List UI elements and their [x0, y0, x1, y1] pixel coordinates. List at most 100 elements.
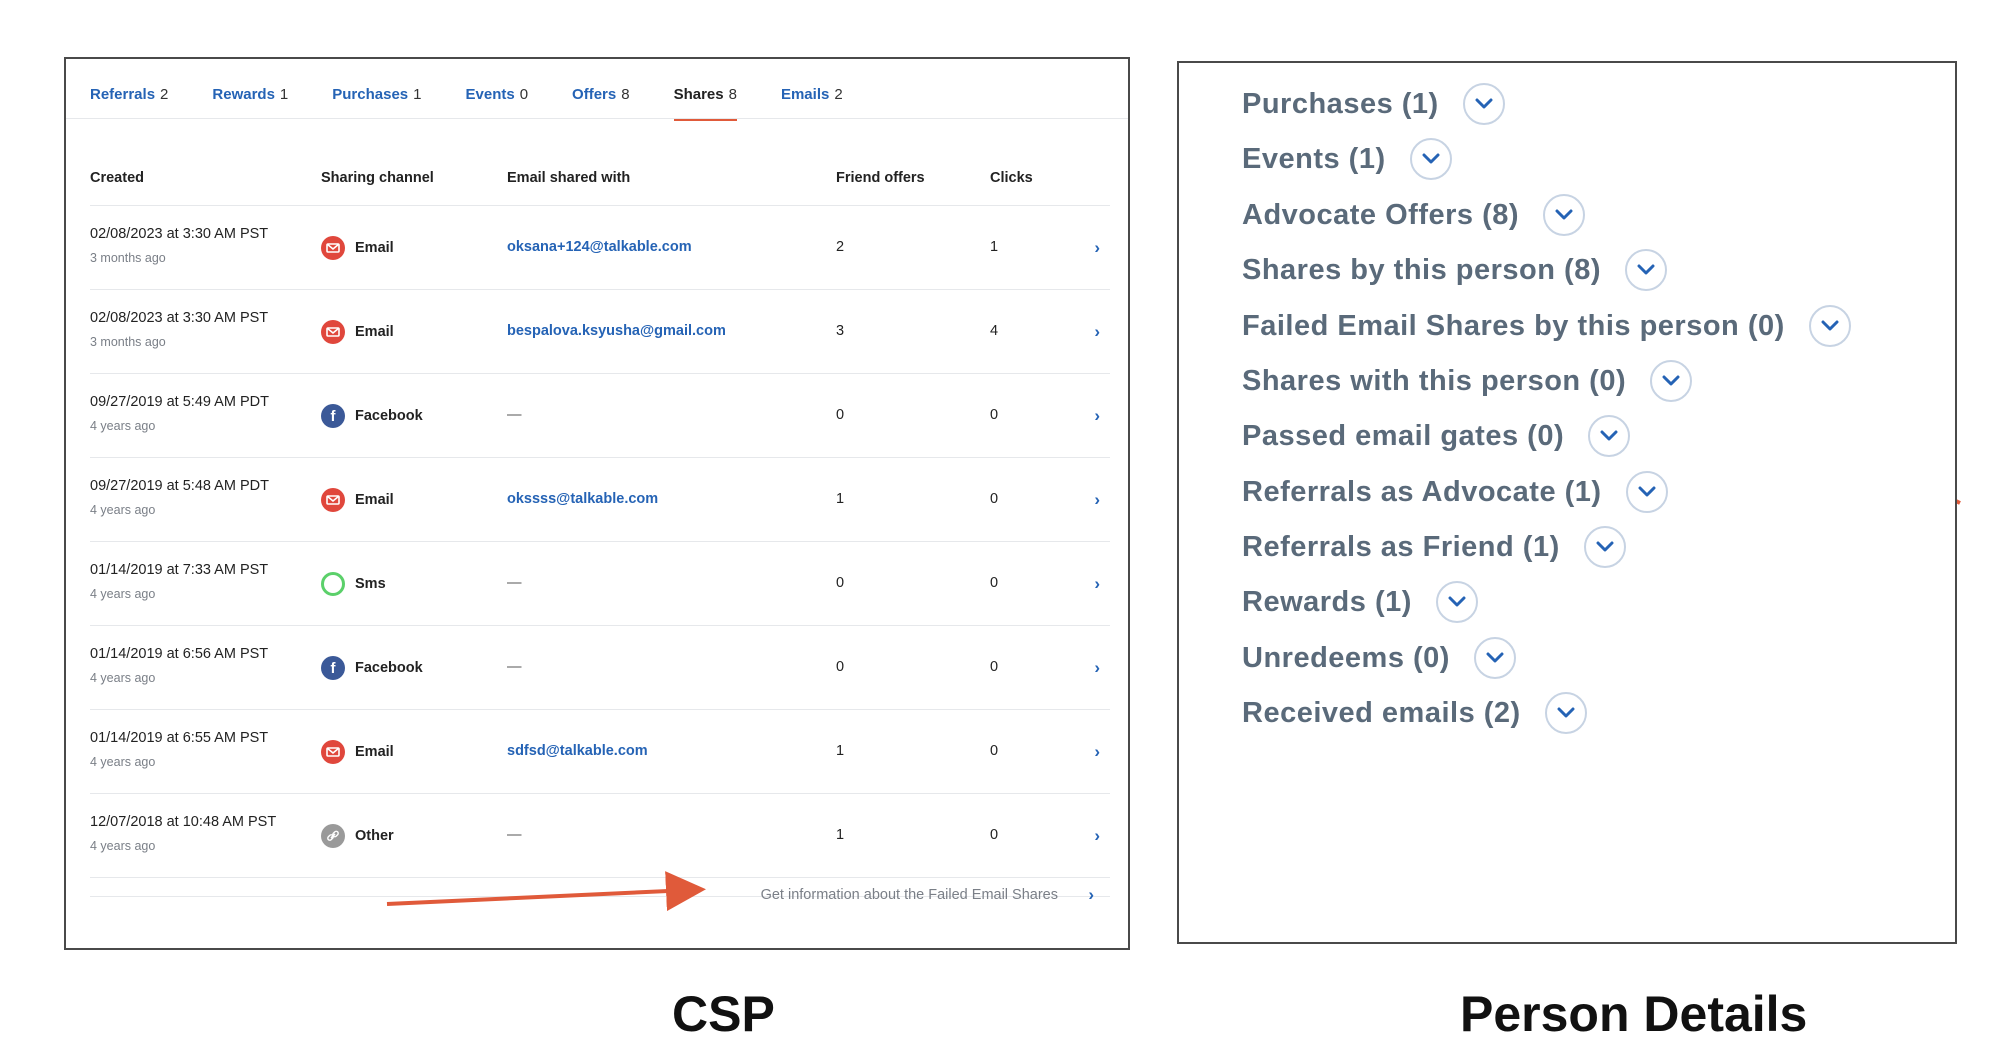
- email-icon: [321, 320, 345, 344]
- facebook-icon: f: [321, 404, 345, 428]
- tab-label: Emails: [780, 86, 830, 103]
- created-cell: 01/14/2019 at 6:55 AM PST 4 years ago: [90, 730, 268, 769]
- person-section-4[interactable]: Failed Email Shares by this person (0): [1242, 305, 1851, 347]
- column-header-email-shared-with: Email shared with: [507, 170, 631, 186]
- person-section-label: Unredeems (0): [1242, 641, 1450, 674]
- friend-offers-cell: 1: [836, 491, 845, 507]
- sharing-channel-cell: Email: [321, 488, 394, 512]
- person-section-11[interactable]: Received emails (2): [1242, 692, 1587, 734]
- column-header-clicks: Clicks: [990, 170, 1033, 186]
- chevron-down-icon[interactable]: [1588, 415, 1631, 457]
- sharing-channel-cell: Sms: [321, 572, 386, 596]
- created-cell: 12/07/2018 at 10:48 AM PST 4 years ago: [90, 814, 276, 853]
- chevron-down-icon[interactable]: [1409, 138, 1452, 180]
- chevron-down-icon[interactable]: [1583, 526, 1626, 568]
- channel-label: Email: [355, 324, 394, 340]
- person-section-8[interactable]: Referrals as Friend (1): [1242, 526, 1626, 568]
- chevron-down-icon[interactable]: [1435, 581, 1478, 623]
- created-date: 01/14/2019 at 7:33 AM PST: [90, 562, 269, 578]
- chevron-right-icon[interactable]: ›: [1088, 885, 1094, 904]
- table-row[interactable]: 02/08/2023 at 3:30 AM PST 3 months ago Ema…: [90, 290, 1110, 374]
- chevron-right-icon[interactable]: ›: [1094, 322, 1100, 341]
- tab-referrals[interactable]: Referrals 2: [90, 85, 168, 121]
- tab-events[interactable]: Events 0: [466, 85, 529, 121]
- friend-offers-cell: 2: [836, 239, 845, 255]
- person-section-5[interactable]: Shares with this person (0): [1242, 360, 1693, 402]
- email-shared-with-cell[interactable]: sdfsd@talkable.com: [507, 743, 648, 759]
- failed-email-shares-link[interactable]: Get information about the Failed Email S…: [760, 887, 1058, 903]
- clicks-cell: 1: [990, 239, 999, 255]
- chevron-down-icon[interactable]: [1473, 637, 1516, 679]
- chevron-down-icon[interactable]: [1543, 194, 1586, 236]
- person-section-6[interactable]: Passed email gates (0): [1242, 415, 1631, 457]
- email-shared-with-cell: —: [507, 575, 522, 591]
- table-row[interactable]: 02/08/2023 at 3:30 AM PST 3 months ago Ema…: [90, 206, 1110, 290]
- person-section-1[interactable]: Events (1): [1242, 138, 1452, 180]
- created-cell: 01/14/2019 at 7:33 AM PST 4 years ago: [90, 562, 268, 601]
- created-date: 09/27/2019 at 5:49 AM PDT: [90, 394, 269, 410]
- chevron-right-icon[interactable]: ›: [1094, 490, 1100, 509]
- sharing-channel-cell: Email: [321, 740, 394, 764]
- tab-offers[interactable]: Offers 8: [572, 85, 630, 121]
- created-relative: 3 months ago: [90, 251, 166, 265]
- tab-count: 2: [160, 86, 169, 103]
- sharing-channel-cell: f Facebook: [321, 404, 423, 428]
- table-row[interactable]: 01/14/2019 at 7:33 AM PST 4 years ago Sms —…: [90, 542, 1110, 626]
- chevron-down-icon[interactable]: [1625, 249, 1667, 291]
- chevron-right-icon[interactable]: ›: [1094, 406, 1100, 425]
- chevron-right-icon[interactable]: ›: [1094, 742, 1100, 761]
- chevron-right-icon[interactable]: ›: [1094, 238, 1100, 257]
- sharing-channel-cell: Other: [321, 824, 394, 848]
- person-section-2[interactable]: Advocate Offers (8): [1242, 194, 1586, 236]
- tab-divider: [66, 118, 1128, 119]
- tab-purchases[interactable]: Purchases 1: [332, 85, 421, 121]
- table-row[interactable]: 01/14/2019 at 6:55 AM PST 4 years ago Emai…: [90, 710, 1110, 794]
- person-section-label: Referrals as Friend (1): [1242, 530, 1560, 563]
- table-row[interactable]: 12/07/2018 at 10:48 AM PST 4 years ago Oth…: [90, 794, 1110, 878]
- person-section-10[interactable]: Unredeems (0): [1242, 637, 1516, 679]
- email-shared-with-cell[interactable]: oksana+124@talkable.com: [507, 239, 692, 255]
- email-shared-with-cell[interactable]: okssss@talkable.com: [507, 491, 659, 507]
- person-section-label: Advocate Offers (8): [1242, 198, 1520, 231]
- created-date: 01/14/2019 at 6:56 AM PST: [90, 646, 269, 662]
- table-row[interactable]: 09/27/2019 at 5:49 AM PDT 4 years ago f Fac…: [90, 374, 1110, 458]
- person-section-0[interactable]: Purchases (1): [1242, 83, 1505, 125]
- chevron-down-icon[interactable]: [1650, 360, 1693, 402]
- email-shared-with-cell: —: [507, 407, 522, 423]
- tab-count: 0: [519, 86, 529, 103]
- person-section-label: Received emails (2): [1242, 696, 1521, 729]
- email-icon: [321, 488, 345, 512]
- person-section-3[interactable]: Shares by this person (8): [1242, 249, 1667, 291]
- chevron-down-icon[interactable]: [1544, 692, 1587, 734]
- person-section-label: Events (1): [1242, 142, 1386, 175]
- table-row[interactable]: 01/14/2019 at 6:56 AM PST 4 years ago f Fac…: [90, 626, 1110, 710]
- tab-count: 8: [728, 86, 737, 103]
- chevron-right-icon[interactable]: ›: [1094, 574, 1100, 593]
- email-icon: [321, 236, 345, 260]
- person-section-label: Passed email gates (0): [1242, 419, 1565, 452]
- chevron-down-icon[interactable]: [1462, 83, 1505, 125]
- chevron-right-icon[interactable]: ›: [1094, 658, 1100, 677]
- tab-label: Purchases: [332, 86, 409, 103]
- caption-person-details: Person Details: [1460, 986, 1808, 1042]
- created-cell: 02/08/2023 at 3:30 AM PST 3 months ago: [90, 226, 268, 265]
- person-section-9[interactable]: Rewards (1): [1242, 581, 1478, 623]
- tab-emails[interactable]: Emails 2: [781, 85, 843, 121]
- sharing-channel-cell: f Facebook: [321, 656, 423, 680]
- chevron-down-icon[interactable]: [1808, 305, 1851, 347]
- chevron-down-icon[interactable]: [1625, 471, 1668, 513]
- channel-label: Facebook: [355, 408, 423, 424]
- tab-count: 2: [834, 86, 843, 103]
- channel-label: Facebook: [355, 660, 423, 676]
- chevron-right-icon[interactable]: ›: [1094, 826, 1100, 845]
- person-section-label: Purchases (1): [1242, 87, 1439, 120]
- email-shared-with-cell: —: [507, 827, 522, 843]
- email-shared-with-cell: —: [507, 659, 522, 675]
- table-row[interactable]: 09/27/2019 at 5:48 AM PDT 4 years ago Emai…: [90, 458, 1110, 542]
- person-section-7[interactable]: Referrals as Advocate (1): [1242, 471, 1668, 513]
- tab-rewards[interactable]: Rewards 1: [212, 85, 288, 121]
- email-shared-with-cell[interactable]: bespalova.ksyusha@gmail.com: [507, 323, 726, 339]
- tab-shares[interactable]: Shares 8: [673, 85, 738, 121]
- sharing-channel-cell: Email: [321, 320, 394, 344]
- clicks-cell: 4: [990, 323, 999, 339]
